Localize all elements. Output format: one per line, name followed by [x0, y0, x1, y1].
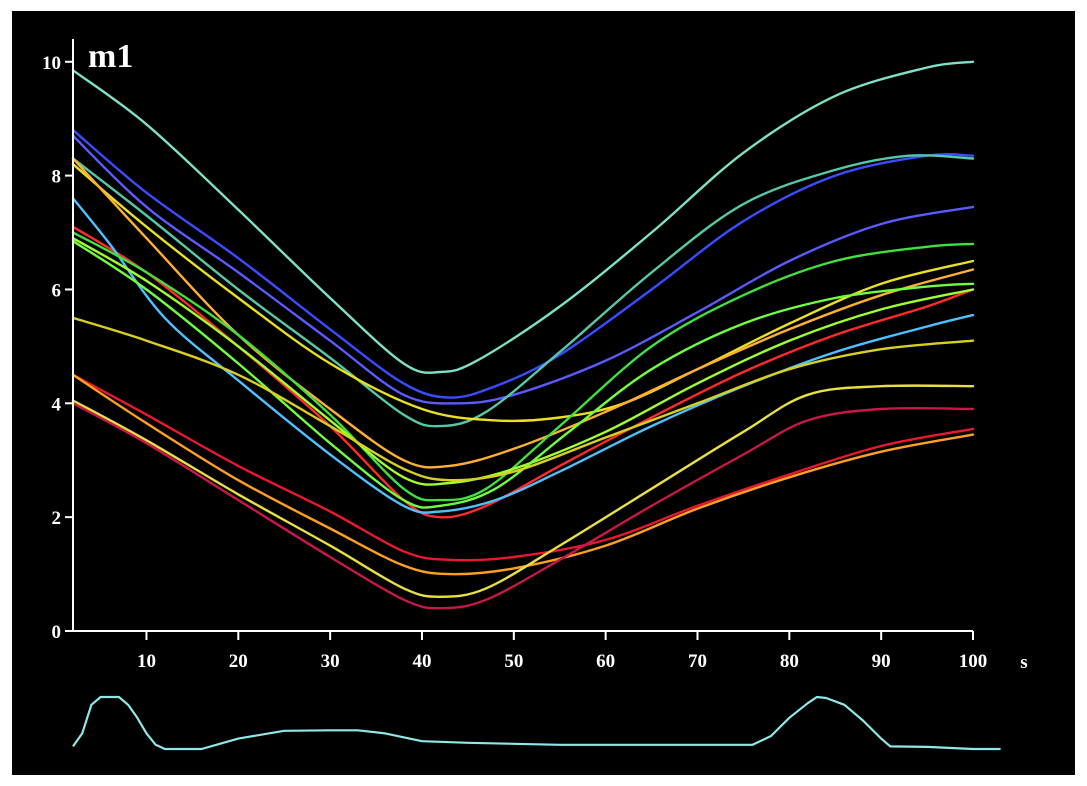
x-tick-label-30: 30	[321, 651, 340, 672]
x-tick-label-10: 10	[137, 651, 156, 672]
y-tick-label-8: 8	[52, 167, 62, 188]
series-line-11	[71, 239, 975, 509]
x-tick-label-70: 70	[688, 651, 707, 672]
x-tick-label-80: 80	[780, 651, 799, 672]
series-line-6	[71, 157, 975, 469]
x-tick-label-20: 20	[229, 651, 248, 672]
y-tick-label-4: 4	[52, 394, 62, 415]
series-line-16	[71, 402, 975, 610]
x-tick-label-90: 90	[872, 651, 891, 672]
series-line-2	[71, 128, 975, 399]
y-tick-label-6: 6	[52, 280, 62, 301]
series-line-4	[71, 154, 975, 428]
series-line-3	[71, 134, 975, 405]
x-axis-label: s	[1020, 652, 1027, 673]
series-line-8	[71, 197, 975, 514]
series-line-13	[71, 373, 975, 562]
x-tick-label-50: 50	[504, 651, 523, 672]
line-chart: m1 10 20 30 40 50 60 70 80 90 100 0 2 4 6 8 10 s	[42, 38, 1028, 751]
series-line-1	[71, 60, 975, 374]
series-line-12	[71, 316, 975, 482]
series-layer	[71, 60, 975, 610]
x-tick-label-60: 60	[596, 651, 615, 672]
y-tick-label-10: 10	[42, 53, 61, 74]
series-line-14	[71, 373, 975, 576]
series-line-7	[71, 225, 975, 519]
y-tick-label-0: 0	[52, 622, 62, 643]
tick-layer: 10 20 30 40 50 60 70 80 90 100 0 2 4 6 8 10	[42, 53, 987, 672]
panel-label: m1	[88, 38, 133, 75]
x-tick-label-40: 40	[412, 651, 431, 672]
series-line-5	[71, 163, 975, 423]
x-tick-label-100: 100	[959, 651, 988, 672]
y-tick-label-2: 2	[52, 508, 62, 529]
bottom-trace-line	[72, 695, 1001, 751]
chart-frame: m1 10 20 30 40 50 60 70 80 90 100 0 2 4 6 8 10 s	[12, 11, 1075, 775]
series-line-9	[71, 231, 975, 502]
trace-layer	[72, 695, 1001, 751]
series-line-15	[71, 384, 975, 598]
